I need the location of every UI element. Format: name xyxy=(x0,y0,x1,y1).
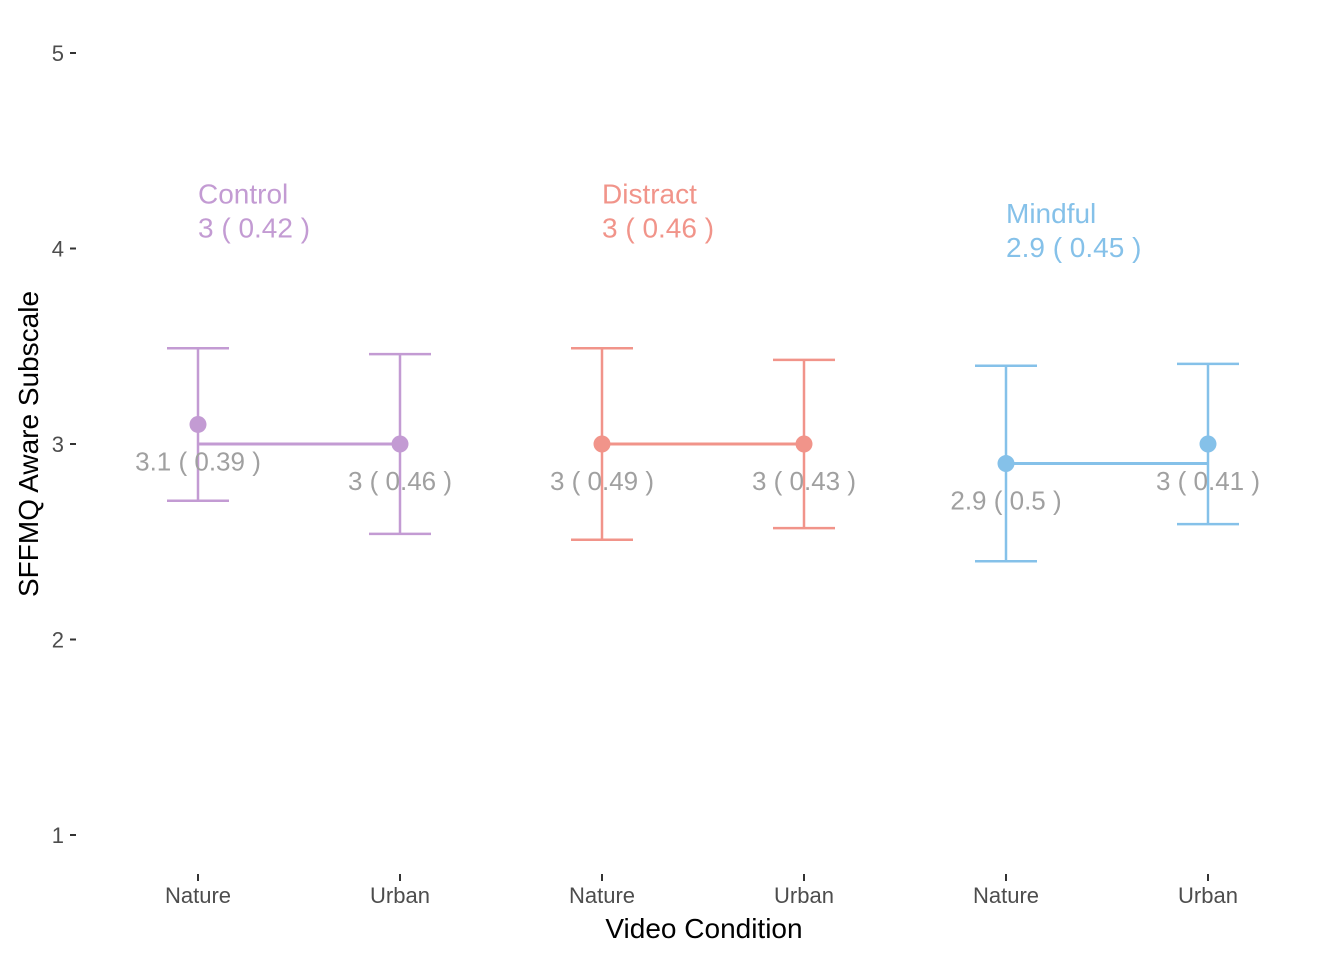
data-label: 3 ( 0.41 ) xyxy=(1156,466,1260,496)
y-tick-label: 2 xyxy=(52,628,64,653)
x-tick-label: Urban xyxy=(370,883,430,908)
x-tick-label: Nature xyxy=(973,883,1039,908)
x-axis-title: Video Condition xyxy=(605,913,802,944)
y-tick-label: 3 xyxy=(52,432,64,457)
data-point xyxy=(189,415,207,433)
y-tick-label: 5 xyxy=(52,41,64,66)
group-name-label: Mindful xyxy=(1006,198,1096,229)
group-summary-label: 2.9 ( 0.45 ) xyxy=(1006,232,1141,263)
data-label: 3 ( 0.46 ) xyxy=(348,466,452,496)
data-point xyxy=(1199,435,1217,453)
data-label: 3 ( 0.49 ) xyxy=(550,466,654,496)
y-axis: 1 2 3 4 5 xyxy=(52,41,76,848)
y-tick-label: 4 xyxy=(52,237,64,262)
x-axis: Nature Urban Nature Urban Nature Urban xyxy=(165,874,1238,908)
y-tick-label: 1 xyxy=(52,823,64,848)
x-tick-label: Nature xyxy=(165,883,231,908)
x-tick-label: Urban xyxy=(774,883,834,908)
group-summary-label: 3 ( 0.46 ) xyxy=(602,213,714,244)
group-summary-label: 3 ( 0.42 ) xyxy=(198,213,310,244)
data-point xyxy=(593,435,611,453)
data-point xyxy=(997,455,1015,473)
data-label: 2.9 ( 0.5 ) xyxy=(950,486,1061,516)
data-point xyxy=(795,435,813,453)
data-point xyxy=(391,435,409,453)
data-label: 3.1 ( 0.39 ) xyxy=(135,446,261,476)
y-axis-title: SFFMQ Aware Subscale xyxy=(13,291,44,597)
group-name-label: Control xyxy=(198,179,288,210)
data-label: 3 ( 0.43 ) xyxy=(752,466,856,496)
x-tick-label: Urban xyxy=(1178,883,1238,908)
group-name-label: Distract xyxy=(602,179,697,210)
x-tick-label: Nature xyxy=(569,883,635,908)
